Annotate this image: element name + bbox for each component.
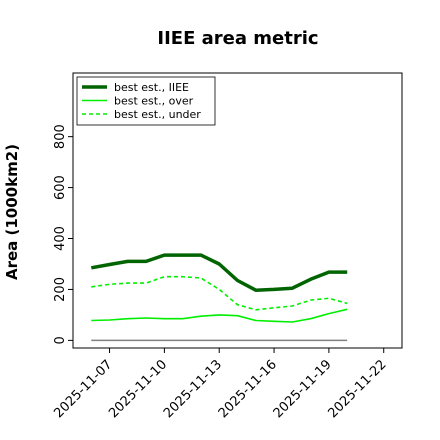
x-tick-label-2: 2025-11-13 bbox=[161, 357, 225, 421]
plot-frame bbox=[72, 72, 403, 349]
chart-title: IIEE area metric bbox=[157, 28, 318, 49]
plot-area bbox=[90, 253, 348, 342]
y-axis-label: Area (1000km2) bbox=[3, 144, 21, 280]
x-tick-label-3: 2025-11-16 bbox=[216, 357, 280, 421]
legend-label-1: best est., over bbox=[114, 95, 194, 108]
series-line-0 bbox=[90, 253, 348, 292]
legend-label-2: best est., under bbox=[114, 108, 201, 121]
y-tick-label-1: 200 bbox=[53, 277, 68, 302]
series-line-1 bbox=[91, 308, 348, 323]
series-line-2 bbox=[91, 275, 348, 311]
x-tick-label-4: 2025-11-19 bbox=[271, 357, 335, 421]
x-tick-label-1: 2025-11-10 bbox=[106, 357, 170, 421]
y-tick-label-0: 0 bbox=[53, 336, 68, 344]
y-tick-label-2: 400 bbox=[53, 226, 68, 251]
legend-label-0: best est., IIEE bbox=[114, 81, 189, 94]
y-tick-label-4: 800 bbox=[53, 124, 68, 149]
x-tick-label-0: 2025-11-07 bbox=[51, 357, 115, 421]
y-tick-label-3: 600 bbox=[53, 175, 68, 200]
x-tick-label-5: 2025-11-22 bbox=[326, 357, 390, 421]
